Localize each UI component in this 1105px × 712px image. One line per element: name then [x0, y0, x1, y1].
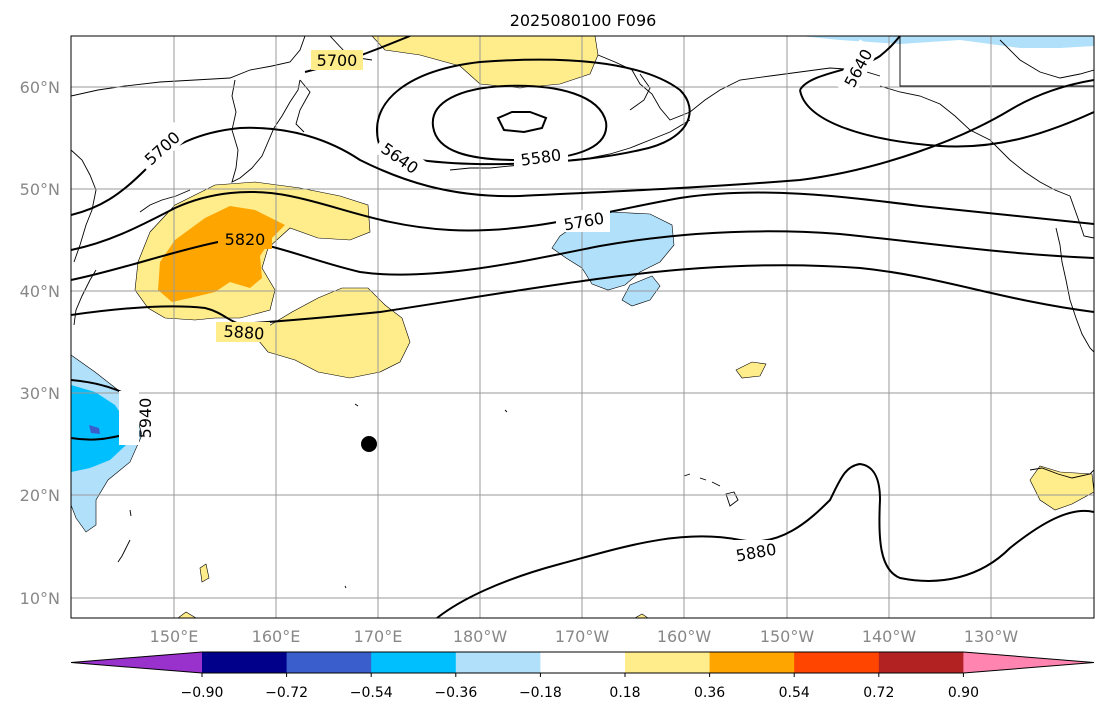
colorbar-tick-label: −0.18: [519, 685, 562, 701]
lat-tick-10n: 10°N: [20, 589, 60, 608]
lat-tick-20n: 20°N: [20, 486, 60, 505]
lat-tick-60n: 60°N: [20, 78, 60, 97]
colorbar-segment: [540, 652, 626, 673]
lon-tick-130w: 130°W: [964, 627, 1019, 646]
colorbar-segment: [286, 652, 372, 673]
lon-tick-140w: 140°W: [862, 627, 917, 646]
lon-axis: 150°E 160°E 170°E 180°W 170°W 160°W 150°…: [150, 627, 1019, 646]
contour-label-5940: 5940: [136, 398, 155, 439]
map-frame: [70, 35, 1095, 619]
lon-tick-150w: 150°W: [760, 627, 815, 646]
contour-label-5880-north: 5880: [223, 322, 265, 344]
contour-label-5700-north: 5700: [317, 51, 358, 70]
lon-tick-160e: 160°E: [252, 627, 301, 646]
colorbar-tick-label: 0.18: [609, 685, 640, 701]
map-panel: 5700 5700 5640 5640 5580 5760 5820 5880 …: [71, 36, 1094, 618]
colorbar-tick-label: 0.90: [948, 685, 979, 701]
colorbar-segment: [878, 652, 964, 673]
map-title: 2025080100 F096: [510, 11, 657, 30]
contour-labels: 5700 5700 5640 5640 5580 5760 5820 5880 …: [119, 39, 880, 565]
colorbar-extend-high: [963, 652, 1094, 673]
colorbar-tick-label: −0.72: [265, 685, 308, 701]
location-marker: [361, 436, 377, 452]
lat-axis: 60°N 50°N 40°N 30°N 20°N 10°N: [20, 78, 60, 608]
colorbar-segment: [709, 652, 795, 673]
height-contours: [71, 36, 1094, 618]
colorbar-segment: [371, 652, 457, 673]
colorbar-extend-low: [71, 652, 202, 673]
lon-tick-150e: 150°E: [150, 627, 199, 646]
graticule: [71, 36, 1094, 618]
colorbar-segment: [202, 652, 288, 673]
colorbar-segment: [625, 652, 711, 673]
colorbar-segment: [794, 652, 880, 673]
colorbar-tick-label: −0.90: [181, 685, 224, 701]
lat-tick-40n: 40°N: [20, 282, 60, 301]
lon-tick-170e: 170°E: [354, 627, 403, 646]
lon-tick-180w: 180°W: [453, 627, 508, 646]
colorbar-segment: [455, 652, 541, 673]
colorbar-tick-label: 0.54: [779, 685, 810, 701]
contour-label-5820: 5820: [225, 230, 266, 249]
colorbar-tick-label: −0.36: [434, 685, 477, 701]
lon-tick-170w: 170°W: [555, 627, 610, 646]
colorbar-tick-label: 0.36: [694, 685, 725, 701]
colorbar: −0.90 −0.72 −0.54 −0.36 −0.18 0.18 0.36 0.54 0.7…: [70, 651, 1095, 701]
colorbar-tick-label: −0.54: [350, 685, 393, 701]
lon-tick-160w: 160°W: [657, 627, 712, 646]
lat-tick-50n: 50°N: [20, 180, 60, 199]
lat-tick-30n: 30°N: [20, 384, 60, 403]
colorbar-tick-label: 0.72: [863, 685, 894, 701]
